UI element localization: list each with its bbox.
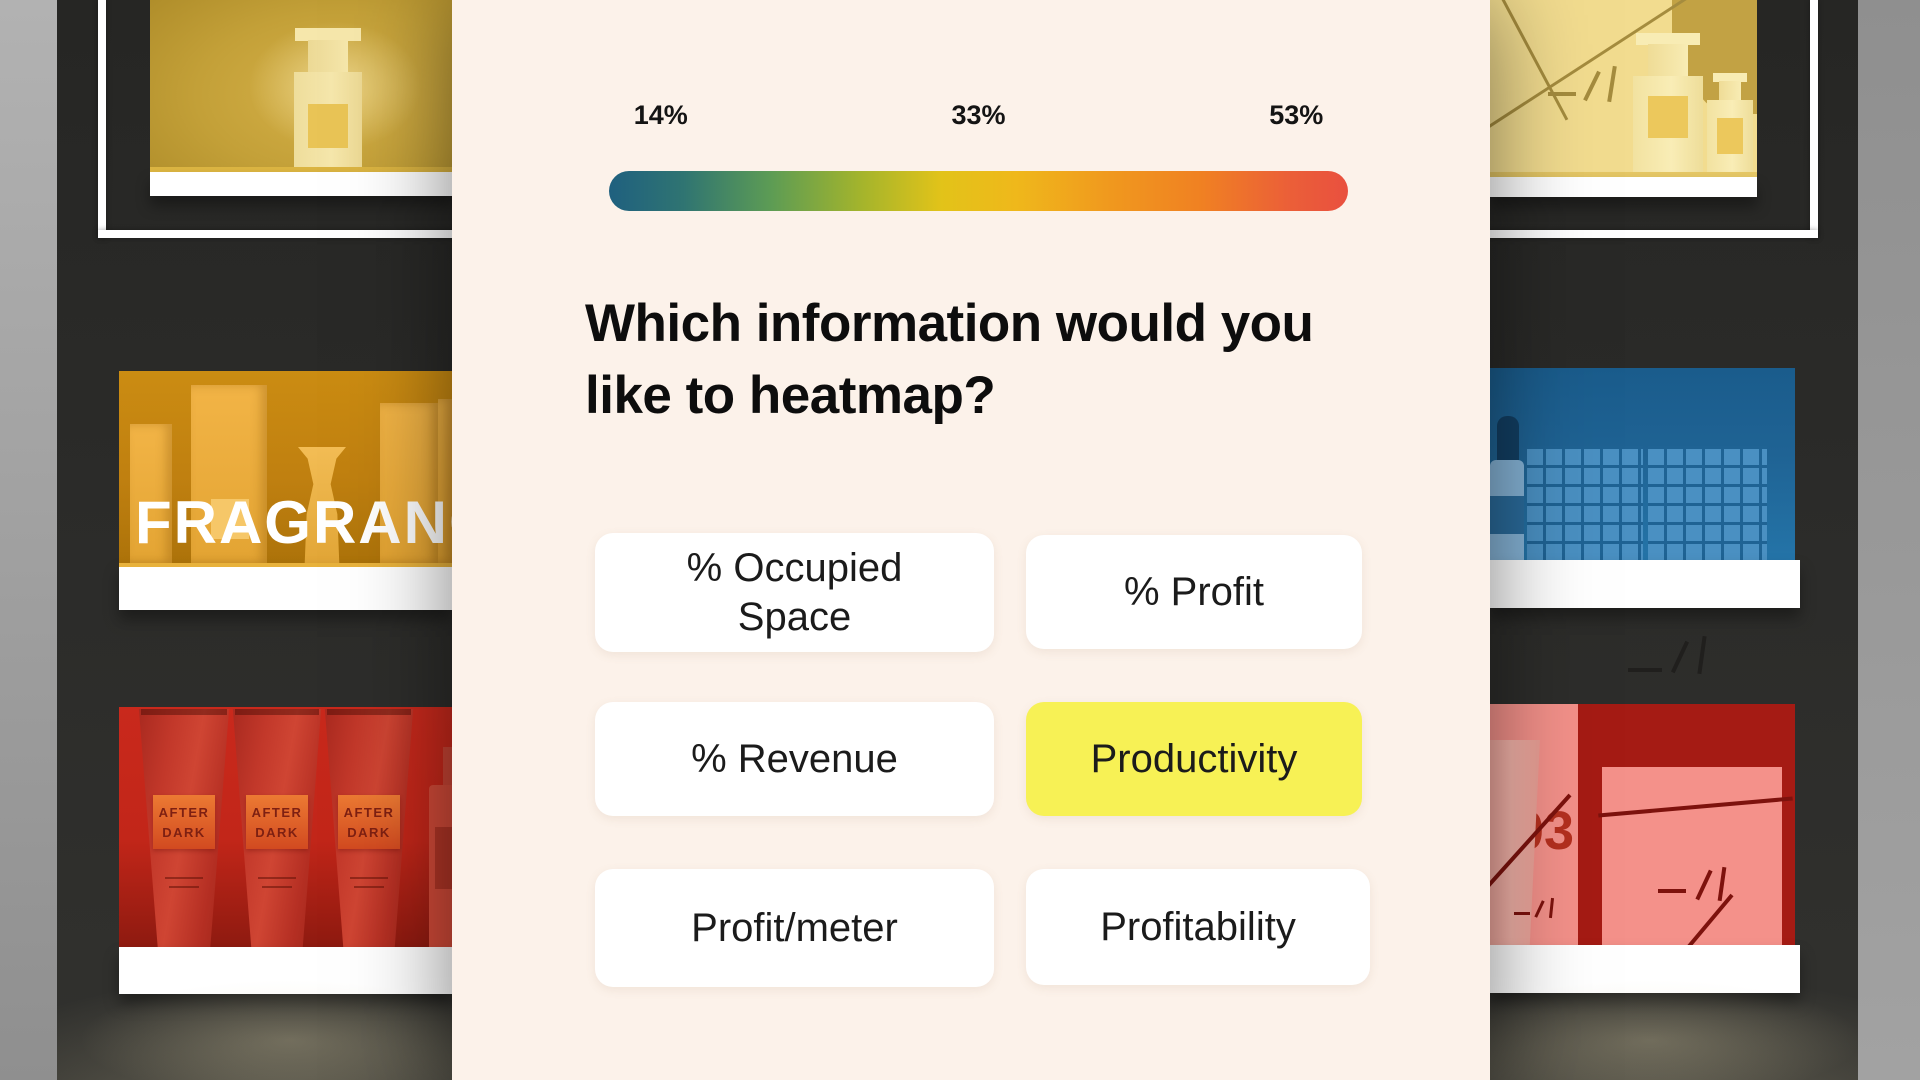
- highlight-frame-left: [98, 0, 106, 238]
- wall-edge-left: [0, 0, 57, 1080]
- option-profit[interactable]: % Profit: [1026, 535, 1362, 649]
- heatmap-scale-labels: 14% 33% 53%: [609, 100, 1348, 134]
- wall-bar-mark: [1697, 635, 1707, 675]
- product-tube: AFTER DARK: [138, 709, 230, 947]
- tube-fineprint: [350, 877, 388, 879]
- sketch-bar-mark: [1717, 866, 1727, 902]
- product-tube: AFTER DARK: [232, 709, 322, 947]
- heatmap-gradient-bar: [609, 171, 1348, 211]
- bay-red-left: AFTER DARK AFTER DARK AFTER DARK: [119, 707, 452, 947]
- floor-glow: [80, 980, 500, 1080]
- shelf-board-top-right: [1490, 177, 1757, 197]
- wall-edge-right: [1858, 0, 1920, 1080]
- fragrance-box-illustration: [130, 424, 172, 563]
- product-tube: AFTER DARK: [324, 709, 414, 947]
- sketch-backslash-mark: [1695, 869, 1713, 901]
- tube-label: AFTER DARK: [338, 795, 400, 849]
- fragrance-box-illustration: [380, 403, 438, 563]
- perfume-bottle-illustration: [238, 0, 418, 172]
- sketch-backslash-mark: [1583, 70, 1601, 102]
- shelf-board-mid-left: [119, 563, 452, 610]
- perfume-bottle-illustration: [1633, 0, 1703, 177]
- product-grid: [1527, 446, 1643, 560]
- bay-red-right: 03: [1490, 704, 1795, 945]
- option-profitability[interactable]: Profitability: [1026, 869, 1370, 985]
- option-profit-per-meter[interactable]: Profit/meter: [595, 869, 994, 987]
- heatmap-modal: 14% 33% 53% Which information would you …: [452, 0, 1490, 1080]
- tube-fineprint: [258, 877, 296, 879]
- fragrance-box-illustration: [438, 399, 452, 563]
- wall-dash-mark: [1628, 668, 1662, 672]
- shelf-edge-strip: [150, 167, 456, 172]
- tube-fineprint: [354, 886, 384, 888]
- shelf-board-bottom-left: [119, 947, 452, 994]
- option-occupied-space[interactable]: % Occupied Space: [595, 533, 994, 652]
- scale-label-max: 53%: [1269, 100, 1324, 130]
- tube-fineprint: [169, 886, 199, 888]
- scale-label-mid: 33%: [951, 100, 1006, 130]
- bay-blue-grid: [1490, 368, 1795, 560]
- sketch-dash-mark: [1514, 912, 1530, 915]
- shelf-board-top-left: [150, 172, 456, 196]
- tube-fineprint: [165, 877, 203, 879]
- bay-top-left-gold: [150, 0, 456, 172]
- dropper-bottle-illustration: [1490, 416, 1524, 560]
- scale-label-min: 14%: [633, 100, 688, 130]
- tube-crimp: [140, 709, 228, 715]
- sketch-panel: 03: [1490, 704, 1578, 945]
- wall-backslash-mark: [1671, 640, 1689, 674]
- tube-label: AFTER DARK: [153, 795, 215, 849]
- shelf-board-bottom-right: [1490, 945, 1800, 993]
- fragrance-box-label: [211, 499, 249, 539]
- tube-fineprint: [262, 886, 292, 888]
- bay-fragrance: FRAGRANCES: [119, 371, 452, 563]
- bay-top-right-sketch: [1490, 0, 1757, 177]
- option-revenue[interactable]: % Revenue: [595, 702, 994, 816]
- sketch-dash-mark: [1658, 889, 1686, 893]
- sketch-dash-mark: [1548, 92, 1576, 96]
- product-bottle: [429, 747, 452, 947]
- shelf-edge-strip: [1490, 172, 1757, 177]
- sketch-line: [1490, 0, 1569, 121]
- sketch-line: [1598, 796, 1793, 818]
- fragrance-bay-label: FRAGRANCES: [135, 489, 452, 556]
- sketch-panel: [1490, 767, 1793, 945]
- sketch-bar-mark: [1548, 897, 1555, 919]
- product-grid: [1648, 446, 1767, 560]
- tube-label: AFTER DARK: [246, 795, 308, 849]
- perfume-bottle-illustration: [1707, 0, 1753, 177]
- sketch-line: [1653, 893, 1734, 945]
- floor-glow: [1440, 980, 1860, 1080]
- modal-question: Which information would you like to heat…: [585, 294, 1314, 426]
- sketch-backslash-mark: [1534, 900, 1545, 918]
- tube-crimp: [234, 709, 320, 715]
- tube-crimp: [326, 709, 412, 715]
- option-productivity[interactable]: Productivity: [1026, 702, 1362, 816]
- sketch-bar-mark: [1607, 65, 1617, 103]
- shelf-board-mid-right: [1490, 560, 1800, 608]
- highlight-frame-right: [1810, 0, 1818, 238]
